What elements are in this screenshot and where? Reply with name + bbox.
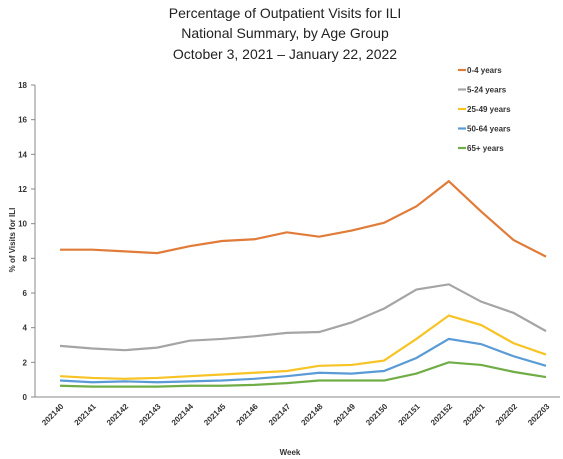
- y-tick-label: 2: [23, 358, 28, 367]
- chart-title: October 3, 2021 – January 22, 2022: [173, 46, 397, 62]
- y-tick-label: 12: [18, 185, 27, 194]
- y-tick-label: 6: [23, 289, 28, 298]
- x-tick-label: 202152: [429, 402, 455, 428]
- x-tick-label: 202148: [299, 402, 325, 428]
- series-line: [60, 179, 547, 258]
- x-tick-label: 202143: [137, 402, 163, 428]
- x-tick-label: 202142: [105, 402, 131, 428]
- x-axis-label: Week: [280, 448, 301, 457]
- x-tick-label: 202201: [461, 402, 487, 428]
- legend-label: 50-64 years: [467, 125, 511, 134]
- x-tick-label: 202141: [73, 402, 99, 428]
- series-line: [59, 361, 547, 388]
- x-tick-label: 202144: [170, 402, 196, 428]
- chart-title: Percentage of Outpatient Visits for ILI: [169, 5, 401, 21]
- x-tick-label: 202149: [332, 402, 358, 428]
- x-tick-label: 202151: [397, 402, 423, 428]
- y-tick-label: 8: [23, 254, 28, 263]
- x-tick-label: 202140: [40, 402, 66, 428]
- y-tick-label: 4: [23, 324, 28, 333]
- x-tick-label: 202147: [267, 402, 293, 428]
- x-tick-label: 202146: [235, 402, 261, 428]
- x-tick-label: 202202: [494, 402, 520, 428]
- series-line: [59, 337, 547, 384]
- chart-title: National Summary, by Age Group: [181, 25, 389, 41]
- x-tick-label: 202145: [202, 402, 228, 428]
- x-tick-label: 202150: [364, 402, 390, 428]
- y-axis-label: % of Visits for ILI: [8, 208, 17, 273]
- legend-label: 5-24 years: [467, 86, 507, 95]
- series-line: [59, 283, 547, 352]
- y-tick-label: 16: [18, 116, 27, 125]
- series-line: [59, 314, 547, 380]
- y-tick-label: 0: [23, 393, 28, 402]
- legend-label: 25-49 years: [467, 105, 511, 114]
- legend-label: 0-4 years: [467, 66, 502, 75]
- y-tick-label: 18: [18, 81, 27, 90]
- x-tick-label: 202203: [526, 402, 552, 428]
- y-tick-label: 14: [18, 150, 27, 159]
- legend-label: 65+ years: [467, 144, 504, 153]
- y-tick-label: 10: [18, 220, 27, 229]
